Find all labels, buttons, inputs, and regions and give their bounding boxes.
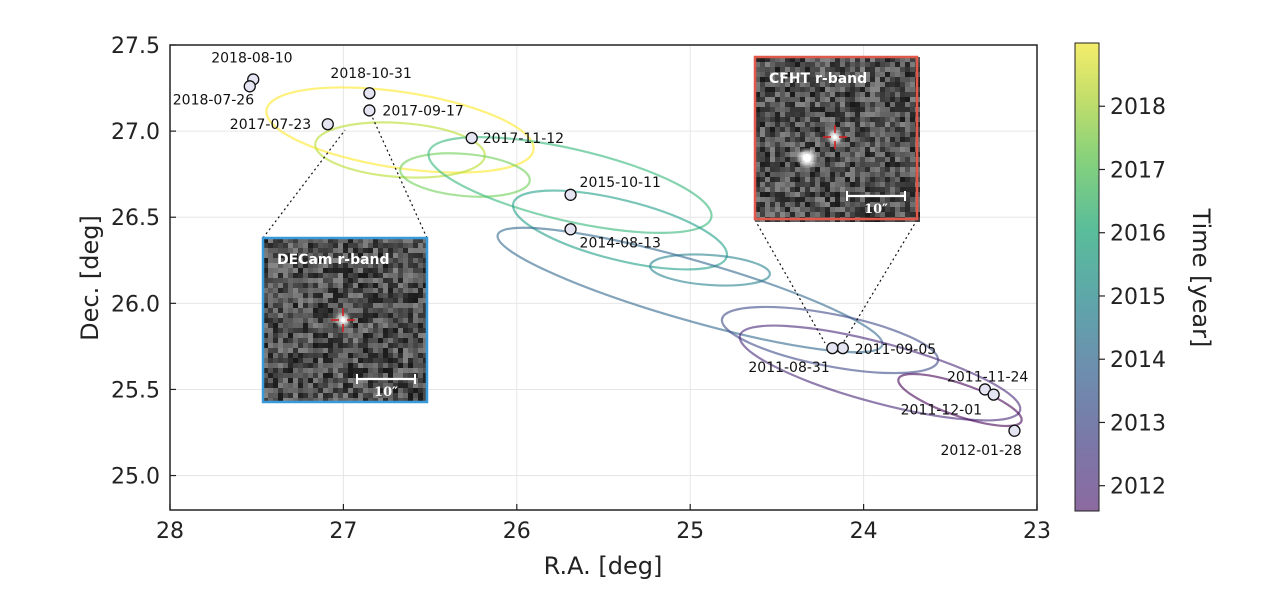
x-tick-label: 27	[329, 519, 357, 544]
orbit-ellipse	[720, 305, 940, 375]
observation-point	[363, 87, 376, 100]
inset-title: CFHT r-band	[769, 71, 867, 87]
image-inset: CFHT r-band 10″	[753, 55, 920, 222]
colorbar-tick-label: 2017	[1110, 158, 1166, 183]
image-insets: DECam r-band 10″ CFHT r-band 10″	[261, 55, 920, 404]
inset-connector-line	[754, 219, 826, 344]
observation-point	[321, 118, 334, 131]
x-axis-title: R.A. [deg]	[544, 552, 663, 580]
y-tick-label: 26.5	[111, 206, 160, 231]
observation-point	[564, 188, 577, 201]
orbit-ellipse	[265, 86, 535, 174]
source-core	[832, 134, 838, 140]
observation-label: 2017-07-23	[230, 117, 311, 133]
x-tick-label: 24	[850, 519, 878, 544]
inset-noise	[263, 238, 428, 403]
axis-ticks: 28 27 26 25 24 23 27.5 27.0 26.5 26.0 25.5 25.0	[111, 34, 1051, 544]
inset-connector-line	[842, 219, 918, 344]
plot-frame	[169, 44, 1038, 511]
colorbar-title: Time [year]	[1187, 208, 1215, 348]
colorbar-tick-label: 2013	[1110, 411, 1166, 436]
orbit-ellipse	[427, 136, 713, 234]
inset-title: DECam r-band	[277, 252, 390, 268]
observation-label: 2012-01-28	[940, 443, 1021, 459]
inset-connector-line	[262, 129, 346, 239]
observation-label: 2018-08-10	[211, 50, 292, 66]
observation-label: 2011-11-24	[947, 369, 1028, 385]
x-tick-label: 28	[156, 519, 184, 544]
observation-label: 2017-09-17	[382, 103, 463, 119]
y-tick-label: 26.0	[111, 292, 160, 317]
inset-noise	[755, 57, 920, 222]
inset-connectors	[262, 111, 918, 344]
colorbar-tick-label: 2015	[1110, 285, 1166, 310]
orbit-ellipse	[399, 152, 531, 198]
observation-label: 2017-11-12	[483, 131, 564, 147]
colorbar-tick-label: 2016	[1110, 222, 1166, 247]
colorbar-tick-label: 2012	[1110, 475, 1166, 500]
source-core	[340, 317, 346, 323]
y-axis-title: Dec. [deg]	[76, 215, 104, 341]
observation-point	[363, 104, 376, 117]
observation-label: 2011-08-31	[748, 360, 829, 376]
observation-point	[243, 80, 256, 93]
y-tick-label: 27.0	[111, 120, 160, 145]
bright-star-core	[803, 154, 811, 162]
orbit-ellipse	[738, 324, 1022, 422]
observation-point	[1008, 424, 1021, 437]
observation-label: 2018-07-26	[173, 92, 254, 108]
observation-points: 2018-08-10 2018-07-26 2018-10-31 2017-09-17…	[173, 50, 1029, 458]
scale-bar-label: 10″	[374, 385, 398, 400]
observation-point	[987, 388, 1000, 401]
observation-point	[836, 341, 849, 355]
orbit-ellipse	[649, 253, 771, 287]
observation-point	[564, 223, 577, 236]
observation-point	[465, 131, 478, 145]
x-tick-label: 25	[676, 519, 704, 544]
inset-border	[753, 55, 919, 221]
observation-label: 2011-09-05	[855, 342, 936, 358]
y-tick-label: 25.5	[111, 378, 160, 403]
x-tick-label: 26	[503, 519, 531, 544]
orbit-ellipses	[265, 86, 1023, 428]
inset-connector-line	[369, 111, 428, 239]
observation-label: 2014-08-13	[580, 235, 661, 251]
colorbar-tick-label: 2018	[1110, 95, 1166, 120]
colorbar-tick-label: 2014	[1110, 348, 1166, 373]
y-tick-label: 27.5	[111, 34, 160, 59]
colorbar	[1074, 42, 1100, 512]
colorbar-ticks: 2018 2017 2016 2015 2014 2013 2012	[1099, 95, 1166, 500]
image-inset: DECam r-band 10″	[261, 236, 429, 404]
orbit-ellipse	[897, 372, 1023, 428]
observation-label: 2011-12-01	[901, 403, 982, 419]
observation-point	[826, 341, 839, 355]
x-tick-label: 23	[1023, 519, 1051, 544]
y-tick-label: 25.0	[111, 465, 160, 490]
observation-label: 2015-10-11	[580, 175, 661, 191]
orbit-ellipse	[496, 226, 884, 354]
inset-border	[261, 236, 429, 404]
scale-bar-label: 10″	[864, 202, 888, 217]
observation-label: 2018-10-31	[330, 66, 411, 82]
